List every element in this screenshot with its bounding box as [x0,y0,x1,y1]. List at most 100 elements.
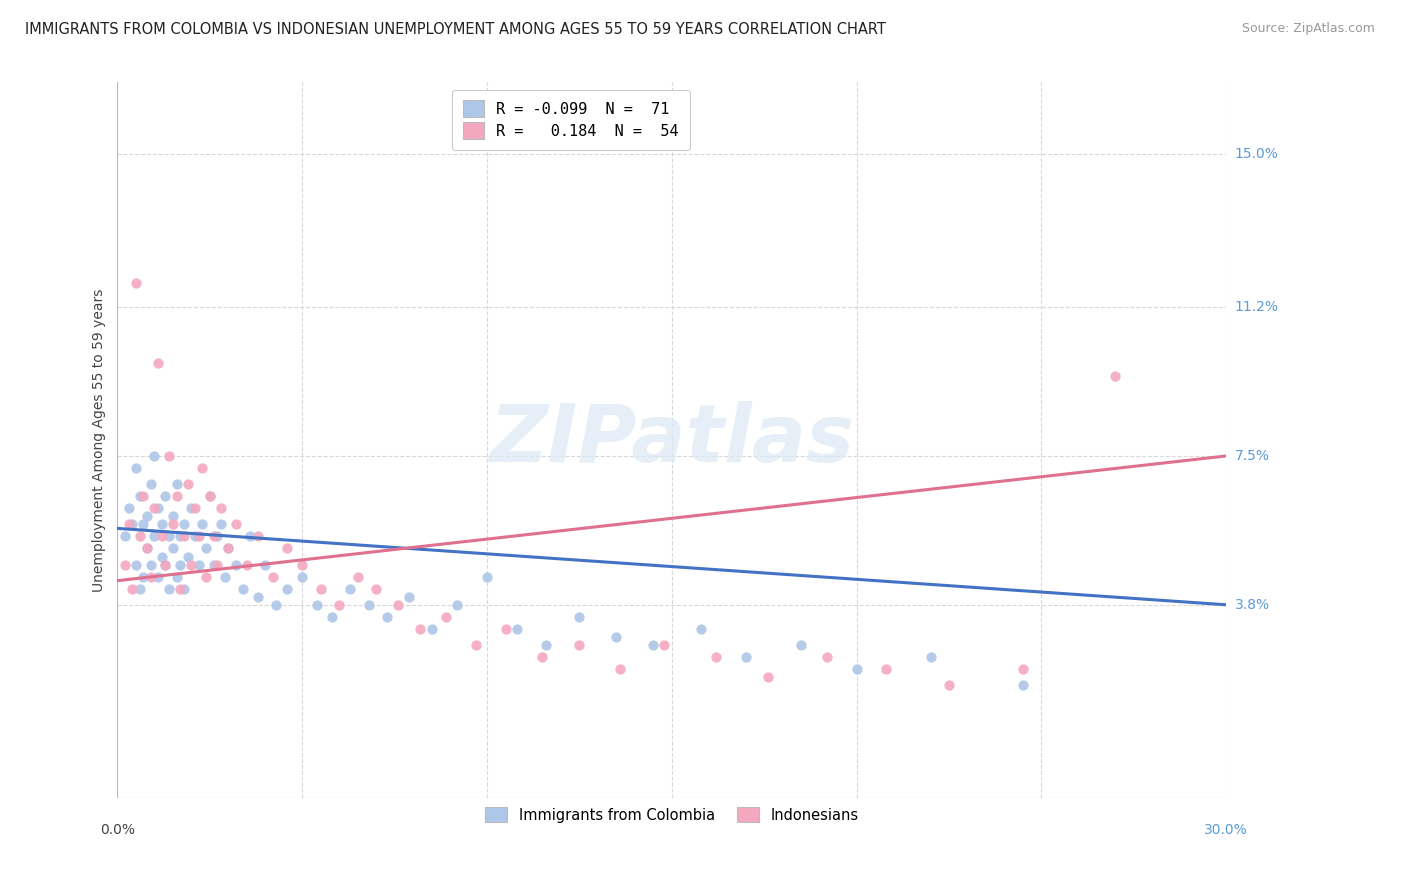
Point [291,569,314,583]
Point [734,650,756,665]
Point [125,276,148,290]
Point [690,622,713,636]
Point [217,541,239,556]
Point [409,622,432,636]
Point [217,541,239,556]
Point [150,529,173,543]
Point [232,582,254,596]
Point [236,558,259,572]
Point [117,517,139,532]
Point [136,541,159,556]
Point [157,582,180,596]
Point [162,517,184,532]
Point [114,529,136,543]
Point [121,582,143,596]
Point [420,622,443,636]
Point [495,622,517,636]
Point [209,517,232,532]
Point [143,449,166,463]
Point [180,558,202,572]
Point [114,558,136,572]
Text: 0.0%: 0.0% [100,822,135,837]
Point [398,590,420,604]
Point [202,558,225,572]
Point [375,610,398,624]
Point [166,569,188,583]
Point [132,517,155,532]
Point [143,501,166,516]
Point [187,529,209,543]
Point [146,501,169,516]
Point [875,662,897,676]
Point [276,541,298,556]
Point [157,449,180,463]
Point [254,558,277,572]
Point [239,529,262,543]
Point [387,598,409,612]
Point [756,670,779,684]
Point [184,501,207,516]
Point [173,529,195,543]
Text: ZIPatlas: ZIPatlas [489,401,855,479]
Point [162,509,184,524]
Point [166,477,188,491]
Point [202,529,225,543]
Point [225,517,247,532]
Point [328,598,350,612]
Legend: Immigrants from Colombia, Indonesians: Immigrants from Colombia, Indonesians [478,800,866,830]
Point [176,549,198,564]
Point [266,598,288,612]
Point [198,489,221,503]
Text: IMMIGRANTS FROM COLOMBIA VS INDONESIAN UNEMPLOYMENT AMONG AGES 55 TO 59 YEARS CO: IMMIGRANTS FROM COLOMBIA VS INDONESIAN U… [25,22,886,37]
Point [169,582,191,596]
Point [357,598,380,612]
Text: 15.0%: 15.0% [1234,147,1278,161]
Point [225,558,247,572]
Point [139,569,162,583]
Point [346,569,368,583]
Point [531,650,554,665]
Point [132,489,155,503]
Point [704,650,727,665]
Point [191,517,214,532]
Text: 30.0%: 30.0% [1205,822,1249,837]
Point [176,477,198,491]
Point [136,541,159,556]
Point [173,517,195,532]
Point [815,650,838,665]
Point [157,529,180,543]
Point [276,582,298,596]
Point [125,461,148,475]
Point [150,517,173,532]
Point [291,558,314,572]
Point [654,638,676,652]
Point [128,489,150,503]
Point [505,622,527,636]
Point [1104,368,1126,383]
Point [938,678,960,692]
Text: 7.5%: 7.5% [1234,449,1270,463]
Point [155,558,177,572]
Point [195,569,218,583]
Point [191,461,214,475]
Point [146,356,169,370]
Point [790,638,813,652]
Point [132,569,155,583]
Point [128,582,150,596]
Point [139,477,162,491]
Point [155,489,177,503]
Point [1012,662,1035,676]
Point [121,517,143,532]
Point [136,509,159,524]
Point [1012,678,1035,692]
Point [184,529,207,543]
Point [162,541,184,556]
Point [166,489,188,503]
Point [155,558,177,572]
Point [643,638,665,652]
Point [146,569,169,583]
Point [339,582,361,596]
Point [125,558,148,572]
Point [920,650,942,665]
Point [309,582,332,596]
